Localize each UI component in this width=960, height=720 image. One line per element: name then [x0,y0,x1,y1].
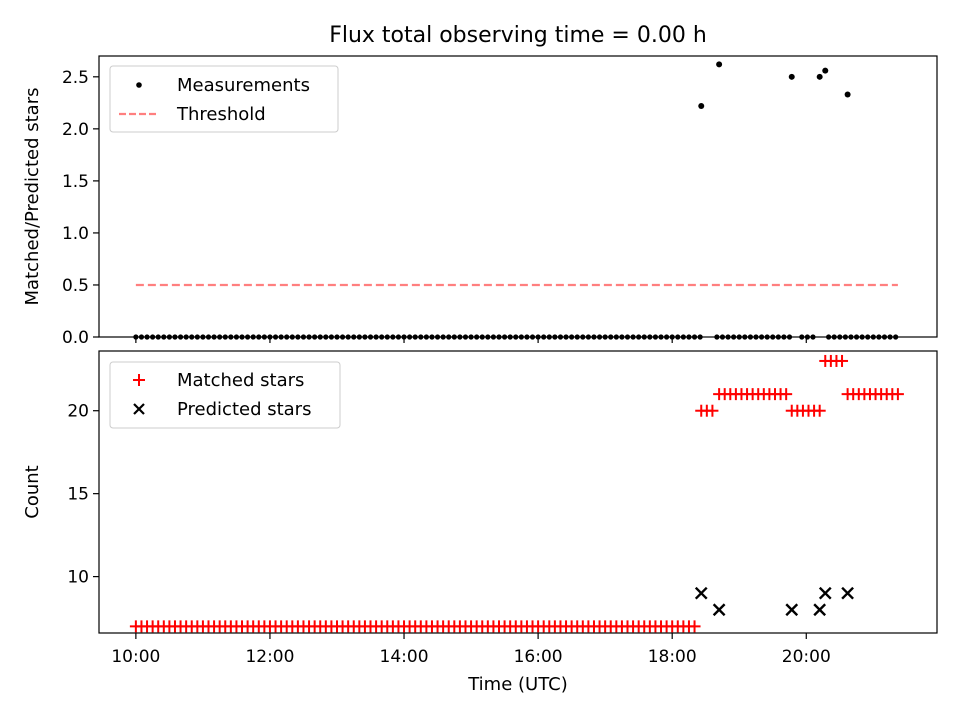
legend-predicted-label: Predicted stars [177,399,311,420]
predicted-star-point [785,603,799,617]
bottom-plot-marks [129,354,904,633]
matched-star-point [706,404,719,417]
predicted-star-point [818,586,832,600]
top-legend: Measurements Threshold [109,65,339,133]
chart-title: Flux total observing time = 0.00 h [329,23,707,48]
y-tick-label: 10 [67,568,89,588]
y-tick-label: 15 [67,485,89,505]
predicted-star-point [841,586,854,600]
measurement-point [816,73,823,80]
y-tick-label: 0.0 [62,328,89,348]
y-tick-label: 20 [67,402,89,422]
bottom-y-axis: 10 15 20 [67,402,99,588]
bottom-y-axis-label: Count [22,465,43,518]
matched-star-point [780,388,793,401]
bottom-legend: Matched stars Predicted stars [109,361,341,429]
legend-measurements-label: Measurements [177,75,310,96]
matched-star-point [688,620,701,633]
y-tick-label: 1.5 [62,172,89,192]
y-tick-label: 2.5 [62,68,89,88]
measurement-point [698,102,705,109]
x-tick-label: 14:00 [380,647,429,667]
x-tick-label: 12:00 [245,647,294,667]
y-tick-label: 2.0 [62,120,89,140]
bottom-legend-box [109,361,341,429]
predicted-star-point [694,586,708,600]
legend-predicted-swatch [133,403,145,415]
measurement-point [844,91,851,98]
top-y-axis-label: Matched/Predicted stars [22,88,43,306]
top-panel: 0.0 0.5 1.0 1.5 2.0 2.5 Matched/Predicted sta… [22,55,938,348]
legend-measurements-swatch [136,82,142,88]
legend-matched-swatch [133,374,145,386]
matched-star-point [813,404,826,417]
bottom-x-axis: 10:00 12:00 14:00 16:00 18:00 20:00 [111,633,831,667]
top-y-axis: 0.0 0.5 1.0 1.5 2.0 2.5 [62,68,99,348]
legend-matched-label: Matched stars [177,370,304,391]
x-tick-label: 18:00 [648,647,697,667]
predicted-star-point [712,603,726,617]
bottom-plot-frame [98,350,938,634]
measurement-point [716,61,723,68]
top-plot-frame [98,55,938,338]
matched-star-point [836,354,849,367]
x-tick-label: 10:00 [111,647,160,667]
measurement-point [822,67,829,74]
x-tick-label: 16:00 [514,647,563,667]
measurement-point [788,73,795,80]
matched-star-point [891,388,904,401]
y-tick-label: 1.0 [62,224,89,244]
top-legend-box [109,65,339,133]
predicted-star-point [813,603,827,617]
bottom-x-axis-label: Time (UTC) [467,674,568,695]
y-tick-label: 0.5 [62,276,89,296]
x-tick-label: 20:00 [782,647,831,667]
legend-threshold-label: Threshold [176,104,266,125]
bottom-panel: 10 15 20 10:00 12:00 14:00 16:00 18:00 20:00 Co… [22,350,938,695]
top-x-axis [135,337,807,343]
